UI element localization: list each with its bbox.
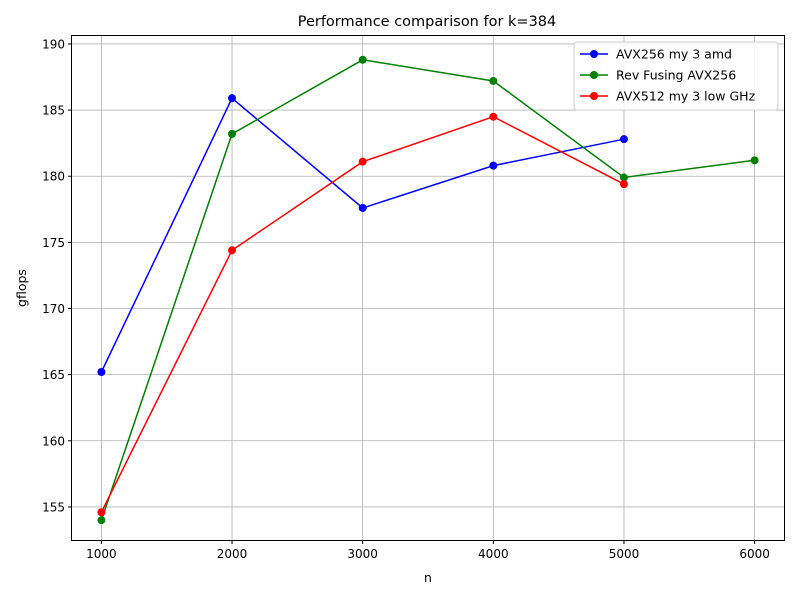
legend-box (573, 41, 779, 111)
legend-label: AVX256 my 3 amd (616, 47, 732, 62)
series-3 (97, 112, 628, 517)
data-point (228, 94, 237, 103)
legend-item: AVX512 my 3 low GHz (580, 89, 756, 104)
y-tick-label: 160 (42, 434, 65, 448)
series-1 (97, 94, 628, 376)
data-point (358, 55, 367, 64)
y-axis-label: gflops (14, 269, 29, 307)
axis-ticks: 1000 2000 3000 4000 5000 6000 155 160 165 170 175 1… (42, 37, 770, 561)
data-point (97, 368, 106, 376)
x-tick-label: 3000 (347, 547, 378, 561)
data-point (358, 157, 367, 166)
gridlines (72, 36, 784, 540)
data-point (750, 156, 759, 165)
series-line (100, 59, 755, 521)
y-tick-label: 165 (42, 368, 65, 382)
legend-label: AVX512 my 3 low GHz (616, 89, 756, 104)
x-axis-label: n (424, 570, 432, 585)
x-tick-label: 1000 (86, 547, 117, 561)
y-tick-label: 180 (42, 170, 65, 184)
legend-marker (590, 50, 598, 58)
data-point (97, 508, 106, 517)
y-tick-label: 175 (42, 236, 65, 250)
x-tick-label: 4000 (478, 547, 509, 561)
x-tick-label: 6000 (739, 547, 770, 561)
data-point (228, 246, 237, 255)
legend-item: AVX256 my 3 amd (580, 47, 732, 62)
data-point (619, 173, 628, 182)
data-point (489, 161, 498, 170)
data-point (619, 180, 628, 189)
y-tick-label: 190 (42, 37, 65, 51)
series-layer (97, 55, 759, 525)
data-point (619, 135, 628, 144)
y-tick-label: 185 (42, 104, 65, 118)
y-tick-label: 170 (42, 302, 65, 316)
data-point (489, 76, 498, 85)
legend-marker (590, 71, 598, 79)
data-point (489, 112, 498, 121)
data-point (228, 129, 237, 138)
x-tick-label: 2000 (217, 547, 248, 561)
chart-title: Performance comparison for k=384 (298, 14, 557, 30)
x-tick-label: 5000 (609, 547, 640, 561)
series-2 (97, 55, 759, 525)
data-point (97, 516, 106, 525)
legend-item: Rev Fusing AVX256 (580, 68, 736, 83)
data-point (358, 203, 367, 212)
plot-frame (71, 35, 785, 541)
y-tick-label: 155 (42, 500, 65, 514)
legend: AVX256 my 3 amd Rev Fusing AVX256 AVX512 m… (573, 41, 779, 111)
legend-label: Rev Fusing AVX256 (616, 68, 736, 83)
legend-marker (590, 92, 598, 100)
